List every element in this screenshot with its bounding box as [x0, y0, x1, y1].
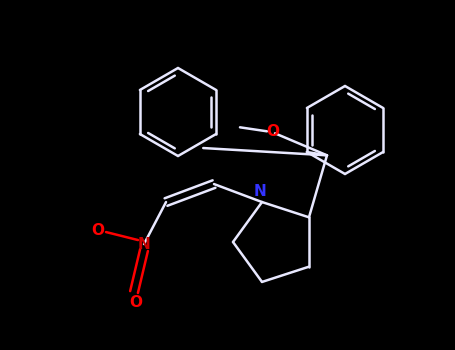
Text: O: O: [267, 124, 279, 139]
Text: O: O: [130, 295, 142, 309]
Text: N: N: [253, 184, 266, 199]
Text: N: N: [138, 237, 151, 252]
Text: O: O: [91, 223, 105, 238]
